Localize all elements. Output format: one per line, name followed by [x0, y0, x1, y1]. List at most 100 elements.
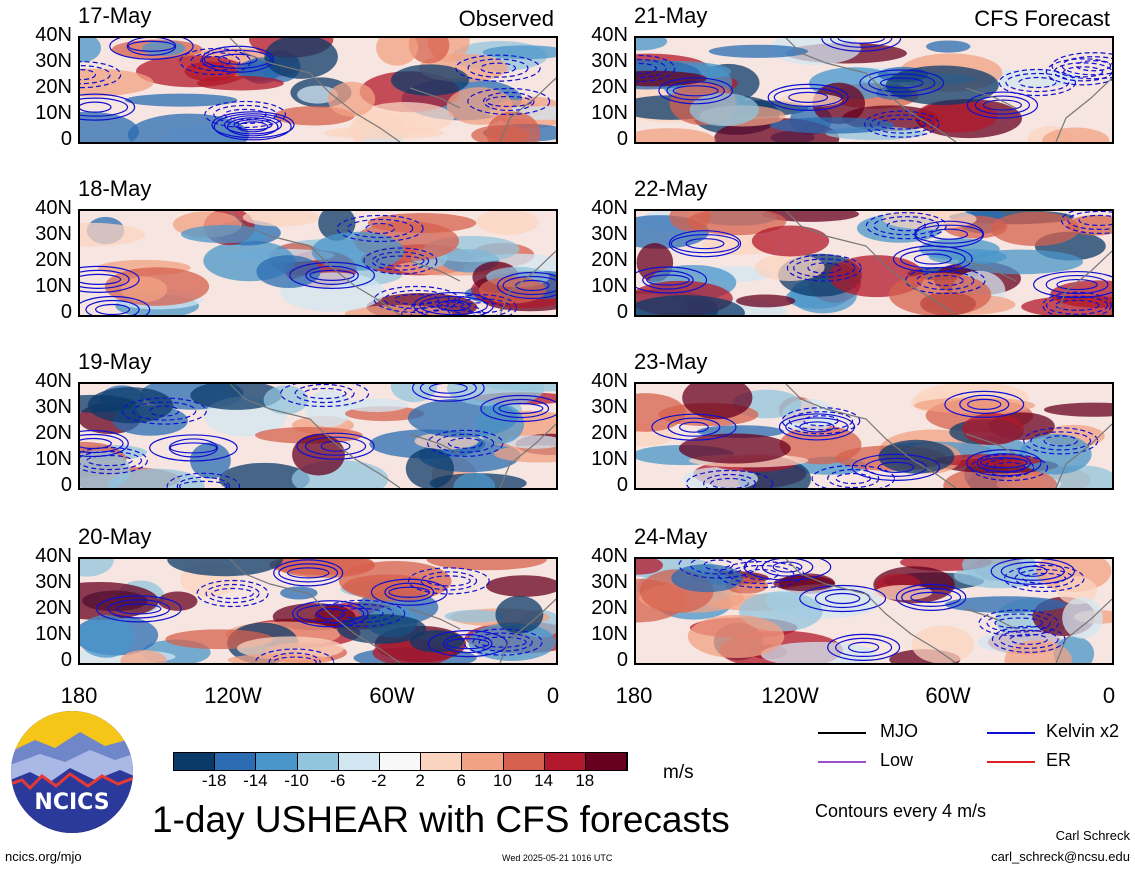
shear-anomaly-blob	[708, 44, 808, 58]
kelvin-contour	[990, 559, 1075, 585]
kelvin-contour	[309, 269, 355, 281]
kelvin-contour	[318, 599, 406, 627]
kelvin-contour	[926, 274, 964, 287]
y-tick-label: 40N	[35, 545, 72, 567]
shear-anomaly-blob	[196, 75, 284, 91]
shear-anomaly-blob	[1042, 127, 1110, 142]
kelvin-contour	[268, 652, 321, 663]
kelvin-contour	[1078, 214, 1112, 227]
kelvin-contour	[1043, 435, 1078, 447]
kelvin-contour	[442, 634, 493, 654]
kelvin-contour	[966, 91, 1039, 119]
kelvin-contour	[994, 617, 1043, 629]
kelvin-contour	[126, 38, 177, 56]
kelvin-contour	[895, 583, 967, 611]
kelvin-contour	[272, 656, 317, 663]
kelvin-contour	[930, 228, 969, 240]
kelvin-contour	[1054, 299, 1100, 311]
kelvin-contour	[1033, 270, 1112, 299]
kelvin-contour	[80, 437, 112, 450]
y-tick-label: 20N	[35, 249, 72, 271]
kelvin-contour	[1075, 60, 1112, 72]
colorbar-tick-label: 6	[456, 771, 466, 790]
shear-anomaly-blob	[493, 445, 556, 463]
shear-anomaly-blob	[1062, 597, 1103, 639]
shear-anomaly-blob	[87, 387, 174, 424]
shear-anomaly-blob	[485, 575, 556, 597]
kelvin-contour	[761, 559, 814, 577]
kelvin-contour	[991, 625, 1066, 653]
y-tick-label: 10N	[591, 275, 628, 297]
shear-anomaly-blob	[689, 93, 759, 127]
y-tick-label: 0	[616, 649, 628, 671]
kelvin-contour	[965, 449, 1042, 477]
kelvin-contour	[445, 638, 490, 650]
kelvin-contour	[1000, 561, 1065, 581]
shear-anomaly-blob	[678, 433, 791, 464]
x-tick-label: 120W	[204, 683, 262, 708]
kelvin-contour	[363, 247, 438, 275]
shear-anomaly-blob	[323, 126, 445, 140]
coastline	[785, 38, 1112, 142]
shear-anomaly-blob	[184, 61, 237, 82]
y-tick-label: 10N	[35, 448, 72, 470]
kelvin-contour	[827, 633, 901, 662]
kelvin-contour	[480, 394, 556, 423]
shear-anomaly-blob	[180, 225, 269, 244]
kelvin-contour	[80, 446, 148, 475]
coastline	[229, 559, 556, 663]
kelvin-contour	[1022, 572, 1067, 585]
y-tick-label: 40N	[591, 24, 628, 46]
colorbar-swatch	[421, 753, 463, 770]
kelvin-contour	[668, 230, 742, 258]
kelvin-contour	[80, 97, 129, 117]
observed-title: Observed	[458, 6, 554, 31]
kelvin-contour	[427, 630, 508, 658]
x-tick-label: 120W	[761, 683, 819, 708]
coastline	[785, 211, 1112, 315]
kelvin-contour	[651, 413, 737, 441]
shear-anomaly-blob	[636, 295, 745, 315]
shear-anomaly-blob	[636, 38, 668, 51]
kelvin-contour	[472, 632, 533, 652]
kelvin-contour	[642, 270, 694, 290]
y-tick-label: 40N	[591, 197, 628, 219]
kelvin-contour	[974, 95, 1030, 115]
legend-label-mjo: MJO	[880, 721, 918, 741]
y-tick-label: 0	[60, 649, 72, 671]
y-tick-label: 10N	[35, 623, 72, 645]
kelvin-contour	[1005, 72, 1070, 93]
shear-anomaly-blob	[482, 45, 556, 60]
shear-anomaly-blob	[1004, 640, 1072, 663]
kelvin-contour	[793, 258, 856, 278]
y-tick-label: 0	[616, 128, 628, 150]
shear-anomaly-blob	[505, 435, 556, 449]
kelvin-contour	[315, 608, 345, 620]
kelvin-contour	[913, 253, 952, 265]
colorbar-tick-label: 18	[575, 771, 595, 790]
kelvin-contour	[879, 77, 924, 89]
kelvin-contour	[168, 438, 219, 458]
footer-timestamp: Wed 2025-05-21 1016 UTC	[502, 853, 613, 863]
y-tick-label: 10N	[591, 448, 628, 470]
kelvin-contour	[636, 266, 708, 294]
kelvin-contour	[480, 62, 516, 74]
map-panel	[634, 557, 1114, 665]
kelvin-contour	[289, 261, 376, 289]
kelvin-contour	[848, 641, 880, 654]
kelvin-contour	[865, 212, 947, 240]
kelvin-contour	[213, 104, 278, 125]
shear-anomaly-blob	[878, 439, 955, 474]
kelvin-contour	[467, 58, 529, 78]
kelvin-contour	[436, 433, 495, 453]
kelvin-contour	[80, 433, 124, 454]
kelvin-contour	[785, 417, 849, 437]
coastline	[785, 559, 1112, 663]
legend-line-mjo	[818, 732, 866, 734]
kelvin-contour	[80, 69, 97, 81]
kelvin-contour	[95, 595, 182, 623]
shear-anomaly-blob	[486, 111, 541, 142]
shear-anomaly-blob	[190, 384, 282, 410]
kelvin-contour	[670, 234, 740, 254]
footer-email: carl_schreck@ncsu.edu	[991, 849, 1130, 864]
